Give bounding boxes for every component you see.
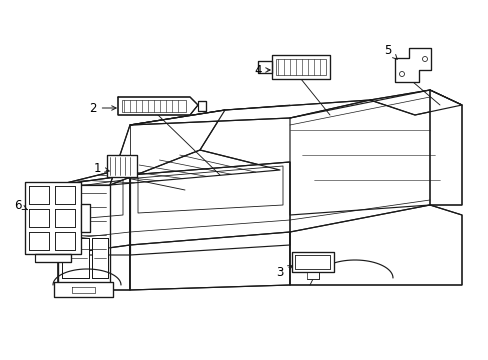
Polygon shape bbox=[118, 97, 198, 115]
Polygon shape bbox=[306, 272, 318, 279]
Polygon shape bbox=[29, 186, 49, 204]
Polygon shape bbox=[258, 61, 271, 73]
Text: 4: 4 bbox=[254, 63, 269, 77]
Text: 2: 2 bbox=[89, 102, 116, 114]
Polygon shape bbox=[130, 100, 369, 125]
Polygon shape bbox=[275, 59, 325, 75]
Polygon shape bbox=[29, 232, 49, 250]
Polygon shape bbox=[55, 232, 75, 250]
Polygon shape bbox=[58, 245, 130, 290]
Polygon shape bbox=[29, 209, 49, 227]
Polygon shape bbox=[58, 175, 130, 255]
Polygon shape bbox=[110, 110, 224, 185]
Polygon shape bbox=[62, 238, 89, 278]
Polygon shape bbox=[289, 205, 461, 285]
Text: 1: 1 bbox=[93, 162, 109, 175]
Polygon shape bbox=[394, 48, 430, 82]
Circle shape bbox=[422, 57, 427, 62]
Polygon shape bbox=[58, 185, 110, 290]
Polygon shape bbox=[198, 101, 205, 111]
Polygon shape bbox=[58, 150, 280, 185]
Polygon shape bbox=[54, 282, 113, 297]
Polygon shape bbox=[55, 186, 75, 204]
Circle shape bbox=[399, 72, 404, 77]
Polygon shape bbox=[35, 254, 71, 262]
Polygon shape bbox=[271, 55, 329, 79]
Polygon shape bbox=[294, 255, 329, 269]
Text: 6: 6 bbox=[14, 198, 27, 212]
Polygon shape bbox=[130, 162, 289, 255]
Text: 5: 5 bbox=[384, 44, 396, 59]
Polygon shape bbox=[25, 182, 81, 254]
Polygon shape bbox=[55, 209, 75, 227]
Polygon shape bbox=[122, 100, 185, 112]
Polygon shape bbox=[92, 238, 108, 278]
Polygon shape bbox=[107, 155, 137, 177]
Polygon shape bbox=[130, 232, 289, 290]
Polygon shape bbox=[429, 90, 461, 205]
Polygon shape bbox=[369, 90, 461, 115]
Text: 3: 3 bbox=[276, 266, 292, 279]
Polygon shape bbox=[291, 252, 333, 272]
Polygon shape bbox=[81, 204, 90, 232]
